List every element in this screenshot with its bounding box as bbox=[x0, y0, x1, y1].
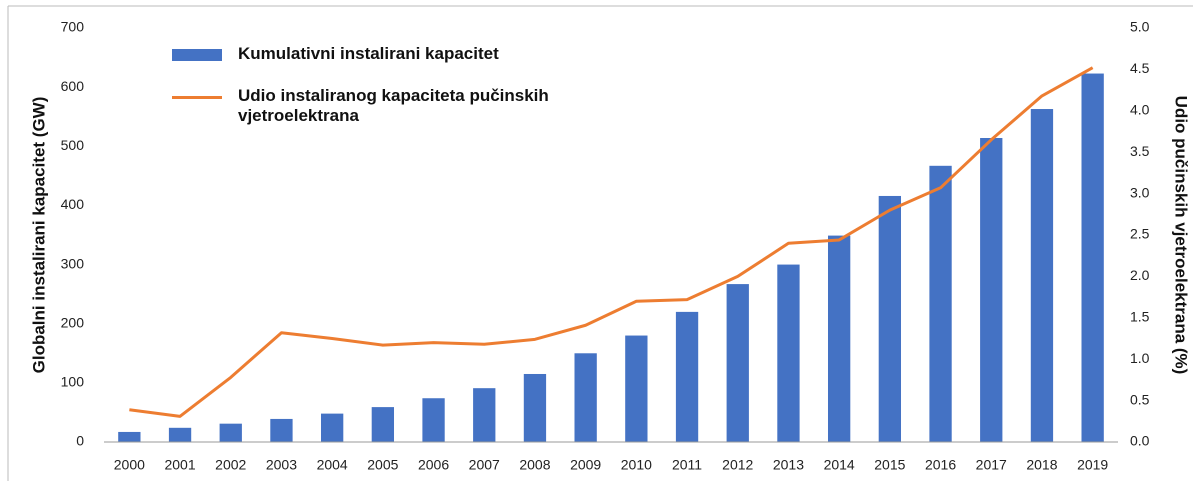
y-tick-label: 200 bbox=[61, 314, 85, 330]
y-tick-label: 300 bbox=[61, 255, 85, 271]
legend-swatch bbox=[172, 96, 222, 99]
bar bbox=[574, 353, 597, 442]
legend-swatch bbox=[172, 49, 222, 61]
y2-tick-label: 4.0 bbox=[1130, 102, 1150, 118]
y2-tick-label: 2.0 bbox=[1130, 267, 1150, 283]
y2-tick-label: 2.5 bbox=[1130, 226, 1150, 242]
x-tick-label: 2000 bbox=[114, 457, 145, 473]
y2-tick-label: 1.5 bbox=[1130, 309, 1150, 325]
x-tick-label: 2015 bbox=[874, 457, 905, 473]
y-tick-label: 400 bbox=[61, 196, 85, 212]
y-tick-label: 600 bbox=[61, 78, 85, 94]
bar bbox=[980, 138, 1003, 442]
x-tick-label: 2012 bbox=[722, 457, 753, 473]
x-tick-label: 2003 bbox=[266, 457, 297, 473]
legend-label: Udio instaliranog kapaciteta pučinskih v… bbox=[238, 86, 549, 125]
bar bbox=[675, 311, 699, 442]
x-tick-label: 2011 bbox=[672, 457, 702, 473]
y-tick-label: 500 bbox=[61, 137, 85, 153]
y2-axis-title: Udio pučinskih vjetroelektrana (%) bbox=[1172, 96, 1191, 375]
bar bbox=[625, 335, 648, 442]
x-tick-label: 2001 bbox=[164, 457, 195, 473]
x-tick-label: 2002 bbox=[215, 457, 246, 473]
x-tick-label: 2008 bbox=[519, 457, 550, 473]
bar bbox=[1030, 109, 1054, 443]
bar bbox=[270, 418, 293, 442]
y2-tick-label: 4.5 bbox=[1130, 60, 1150, 76]
y2-tick-label: 0.5 bbox=[1130, 391, 1150, 407]
x-tick-label: 2019 bbox=[1077, 457, 1108, 473]
x-tick-label: 2009 bbox=[570, 457, 601, 473]
line bbox=[129, 66, 1094, 418]
bar bbox=[371, 407, 395, 442]
y-tick-label: 0 bbox=[76, 433, 84, 449]
x-tick-label: 2005 bbox=[367, 457, 398, 473]
bar bbox=[929, 165, 952, 442]
x-tick-label: 2018 bbox=[1026, 457, 1057, 473]
x-tick-label: 2006 bbox=[418, 457, 449, 473]
y2-tick-label: 3.0 bbox=[1130, 184, 1150, 200]
bar bbox=[320, 413, 344, 442]
bar bbox=[1081, 73, 1104, 442]
bar bbox=[118, 431, 141, 442]
legend-item: Udio instaliranog kapaciteta pučinskih v… bbox=[172, 86, 642, 126]
y2-tick-label: 1.0 bbox=[1130, 350, 1150, 366]
bar bbox=[422, 398, 445, 442]
bar bbox=[523, 373, 547, 442]
bar bbox=[726, 284, 749, 442]
x-tick-label: 2016 bbox=[925, 457, 956, 473]
legend-item: Kumulativni instalirani kapacitet bbox=[172, 44, 642, 64]
bar bbox=[473, 388, 496, 442]
bar bbox=[878, 195, 902, 442]
bar bbox=[827, 235, 851, 442]
y-tick-label: 700 bbox=[61, 19, 85, 35]
y-tick-label: 100 bbox=[61, 374, 85, 390]
bar bbox=[219, 423, 242, 442]
x-tick-label: 2007 bbox=[469, 457, 500, 473]
bar bbox=[168, 427, 192, 442]
legend: Kumulativni instalirani kapacitet Udio in… bbox=[172, 44, 642, 148]
x-tick-label: 2004 bbox=[317, 457, 348, 473]
y2-tick-label: 0.0 bbox=[1130, 433, 1150, 449]
x-tick-label: 2017 bbox=[976, 457, 1007, 473]
x-tick-label: 2010 bbox=[621, 457, 652, 473]
x-tick-label: 2014 bbox=[824, 457, 855, 473]
y-axis-title: Globalni instalirani kapacitet (GW) bbox=[29, 97, 48, 374]
y2-tick-label: 3.5 bbox=[1130, 143, 1150, 159]
x-tick-label: 2013 bbox=[773, 457, 804, 473]
legend-label: Kumulativni instalirani kapacitet bbox=[238, 44, 499, 63]
bar bbox=[777, 264, 800, 442]
y2-tick-label: 5.0 bbox=[1130, 19, 1150, 35]
